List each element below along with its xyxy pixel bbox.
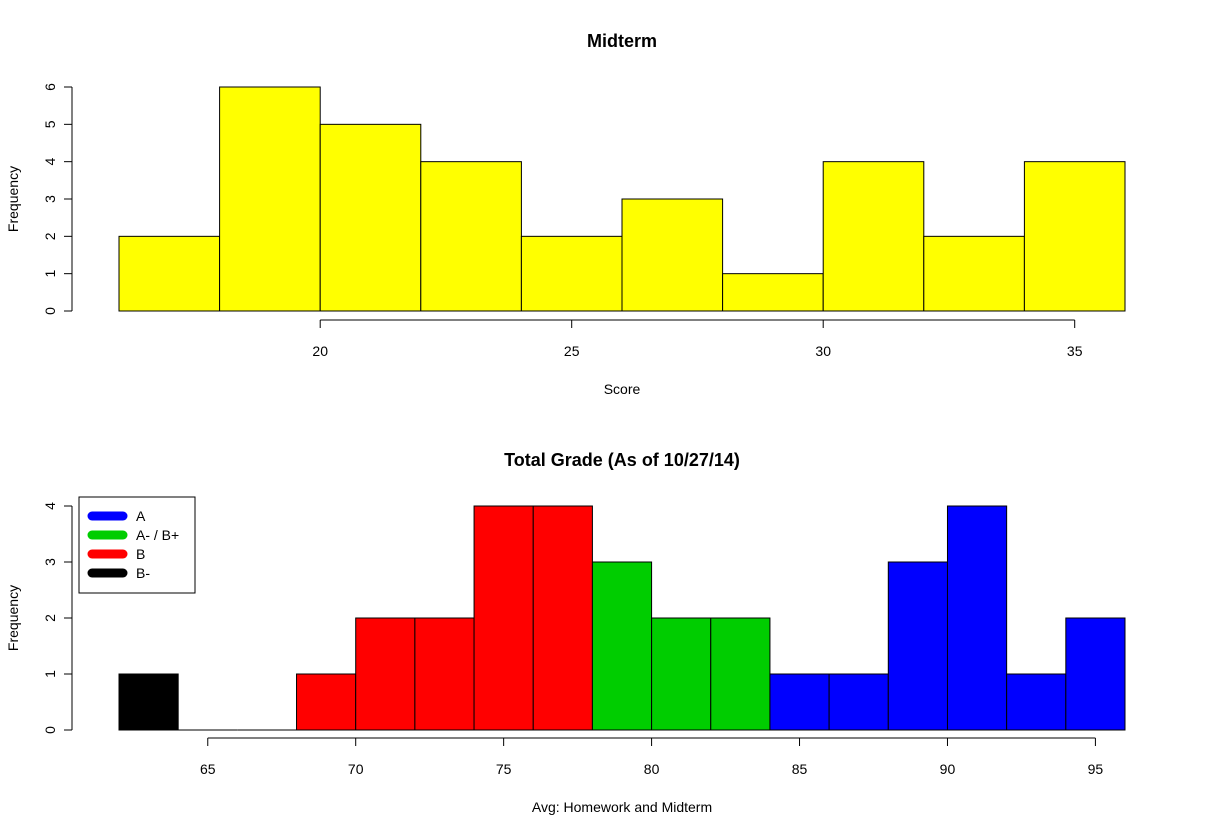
x-tick-label: 70 (348, 761, 364, 777)
legend-label: B- (136, 565, 150, 581)
bar (296, 673, 357, 731)
x-tick-label: 65 (200, 761, 216, 777)
y-tick-label: 1 (42, 270, 58, 278)
bar (769, 673, 830, 731)
midterm-histogram: Midterm Score Frequency 20 25 30 35 0 1 2 3 4 5 6 (5, 31, 1126, 397)
bar (473, 505, 534, 731)
x-tick-label: 30 (815, 343, 831, 359)
legend: A A- / B+ B B- (78, 496, 196, 594)
legend-item: B (87, 546, 145, 562)
x-tick-label: 95 (1088, 761, 1104, 777)
y-tick-label: 3 (42, 195, 58, 203)
legend-item: A (87, 508, 146, 524)
legend-item: B- (87, 565, 150, 581)
bar (532, 505, 593, 731)
x-axis: 20 25 30 35 (312, 319, 1083, 359)
bar (828, 673, 889, 731)
x-tick-label: 80 (644, 761, 660, 777)
y-axis: 0 1 2 3 4 5 6 (42, 83, 73, 315)
bar (355, 617, 416, 731)
y-axis: 0 1 2 3 4 (42, 502, 73, 734)
x-tick-label: 20 (312, 343, 328, 359)
chart-title: Total Grade (As of 10/27/14) (504, 450, 740, 470)
legend-label: A- / B+ (136, 527, 179, 543)
bar (621, 198, 724, 312)
y-axis-label: Frequency (5, 166, 21, 232)
y-tick-label: 4 (42, 158, 58, 166)
bar (1006, 673, 1067, 731)
x-axis: 65 70 75 80 85 90 95 (200, 737, 1104, 777)
bar (923, 235, 1025, 312)
chart-title: Midterm (587, 31, 657, 51)
y-tick-label: 6 (42, 83, 58, 91)
bars (118, 505, 1126, 731)
y-tick-label: 5 (42, 120, 58, 128)
bar (414, 617, 475, 731)
x-axis-label: Avg: Homework and Midterm (532, 799, 712, 815)
bar (520, 235, 623, 312)
y-tick-label: 3 (42, 558, 58, 566)
total-grade-histogram: Total Grade (As of 10/27/14) Avg: Homewo… (5, 450, 1126, 815)
bar (722, 273, 824, 312)
y-tick-label: 2 (42, 614, 58, 622)
bar (822, 161, 925, 312)
bar (651, 617, 712, 731)
bar (118, 235, 221, 312)
x-tick-label: 90 (940, 761, 956, 777)
x-tick-label: 75 (496, 761, 512, 777)
bar (946, 505, 1008, 731)
x-axis-label: Score (604, 381, 641, 397)
bar (710, 617, 771, 731)
bar (887, 561, 948, 731)
bar (420, 161, 522, 312)
bar (118, 673, 179, 731)
x-tick-label: 35 (1067, 343, 1083, 359)
legend-label: A (136, 508, 146, 524)
bar (591, 561, 653, 731)
y-tick-label: 4 (42, 502, 58, 510)
y-tick-label: 0 (42, 726, 58, 734)
bar (1023, 161, 1126, 312)
legend-label: B (136, 546, 145, 562)
x-tick-label: 85 (792, 761, 808, 777)
y-tick-label: 1 (42, 670, 58, 678)
legend-item: A- / B+ (87, 527, 179, 543)
bar (1065, 617, 1126, 731)
y-tick-label: 2 (42, 232, 58, 240)
y-tick-label: 0 (42, 307, 58, 315)
bar (219, 86, 321, 312)
x-tick-label: 25 (564, 343, 580, 359)
y-axis-label: Frequency (5, 585, 21, 651)
bars (118, 86, 1126, 312)
bar (319, 123, 422, 312)
